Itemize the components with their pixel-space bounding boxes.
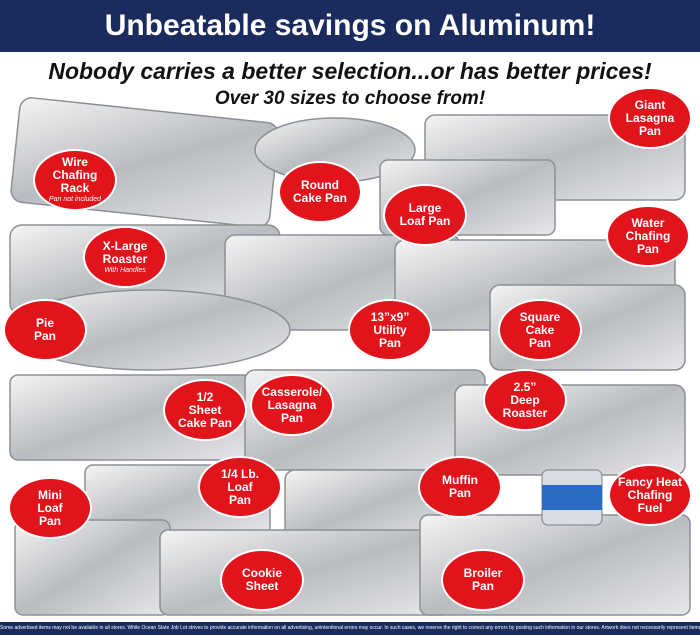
label-line: Cake Pan bbox=[292, 191, 348, 205]
label-line: Pie bbox=[35, 316, 54, 330]
product-label: Broiler Pan bbox=[443, 551, 523, 609]
label-line: Pan bbox=[471, 579, 494, 593]
label-line: 1/4 Lb. bbox=[220, 466, 259, 481]
label-line: Rack bbox=[60, 181, 90, 195]
label-line: Pan bbox=[280, 410, 303, 425]
product-label: 1/4 Lb. Loaf Pan bbox=[200, 458, 280, 516]
product-label: Muffin Pan bbox=[420, 458, 500, 516]
label-line: Water bbox=[631, 215, 665, 230]
label-line: Pan bbox=[638, 123, 661, 138]
tagline: Nobody carries a better selection...or h… bbox=[48, 58, 652, 84]
label-line: Large bbox=[408, 201, 442, 215]
label-line: Pan bbox=[378, 335, 401, 350]
product-label: Fancy Heat Chafing Fuel bbox=[610, 466, 690, 524]
product-label: Large Loaf Pan bbox=[385, 186, 465, 244]
subline: Over 30 sizes to choose from! bbox=[214, 88, 486, 109]
label-line: Utility bbox=[373, 322, 407, 337]
product-label: 13”x9” Utility Pan bbox=[350, 301, 430, 359]
label-line: Broiler bbox=[463, 566, 503, 580]
label-line: Pan bbox=[636, 241, 659, 256]
label-line: Pan bbox=[228, 492, 251, 507]
header-title: Unbeatable savings on Aluminum! bbox=[0, 0, 700, 52]
label-line: Loaf bbox=[37, 500, 63, 515]
label-line: Roaster bbox=[502, 405, 548, 420]
label-line: Muffin bbox=[442, 473, 478, 487]
product-label: 2.5” Deep Roaster bbox=[485, 371, 565, 429]
product-label: Casserole/Lasagna Pan bbox=[252, 376, 332, 434]
label-line: Loaf Pan bbox=[399, 214, 451, 228]
product-label: Pie Pan bbox=[5, 301, 85, 359]
label-line: Pan bbox=[528, 335, 551, 350]
label-line: 1/2 bbox=[196, 389, 214, 404]
label-note: With Handles bbox=[104, 266, 146, 274]
label-line: 2.5” bbox=[513, 379, 537, 394]
label-line: 13”x9” bbox=[370, 309, 410, 324]
label-line: Roaster bbox=[102, 251, 148, 266]
label-line: Giant bbox=[634, 97, 666, 112]
label-line: Square bbox=[519, 309, 561, 324]
label-note: Pan not included bbox=[48, 196, 102, 203]
label-line: Fuel bbox=[637, 500, 663, 515]
label-line: Sheet bbox=[188, 402, 222, 417]
label-line: Casserole/ bbox=[261, 384, 323, 399]
label-line: Cake bbox=[525, 322, 555, 337]
label-line: Loaf bbox=[227, 479, 253, 494]
label-line: Chafing bbox=[52, 168, 98, 182]
product-label: X-Large Roaster With Handles bbox=[85, 228, 165, 286]
label-line: Fancy Heat bbox=[617, 474, 683, 489]
label-line: Cookie bbox=[241, 566, 282, 580]
product-label: Cookie Sheet bbox=[222, 551, 302, 609]
label-line: Deep bbox=[510, 392, 540, 407]
label-line: Round bbox=[301, 178, 339, 192]
label-line: Lasagna bbox=[625, 110, 675, 125]
label-line: Chafing bbox=[627, 487, 673, 502]
label-line: Cake Pan bbox=[177, 415, 233, 430]
product-label: Wire Chafing Rack Pan not included bbox=[35, 151, 115, 209]
footer-disclaimer: Some advertised items may not be availab… bbox=[0, 622, 700, 635]
label-line: Chafing bbox=[625, 228, 671, 243]
label-line: Pan bbox=[33, 329, 56, 343]
product-label: Round Cake Pan bbox=[280, 163, 360, 221]
product-label: Giant Lasagna Pan bbox=[610, 89, 690, 147]
label-line: Wire bbox=[62, 155, 88, 169]
label-line: X-Large bbox=[102, 238, 148, 253]
label-line: Sheet bbox=[245, 579, 279, 593]
product-label: Water Chafing Pan bbox=[608, 207, 688, 265]
label-line: Mini bbox=[38, 487, 62, 502]
label-line: Pan bbox=[448, 486, 471, 500]
product-label: 1/2 Sheet Cake Pan bbox=[165, 381, 245, 439]
label-line: Lasagna bbox=[267, 397, 317, 412]
product-label: Mini Loaf Pan bbox=[10, 479, 90, 537]
product-label: Square Cake Pan bbox=[500, 301, 580, 359]
label-line: Pan bbox=[38, 513, 61, 528]
